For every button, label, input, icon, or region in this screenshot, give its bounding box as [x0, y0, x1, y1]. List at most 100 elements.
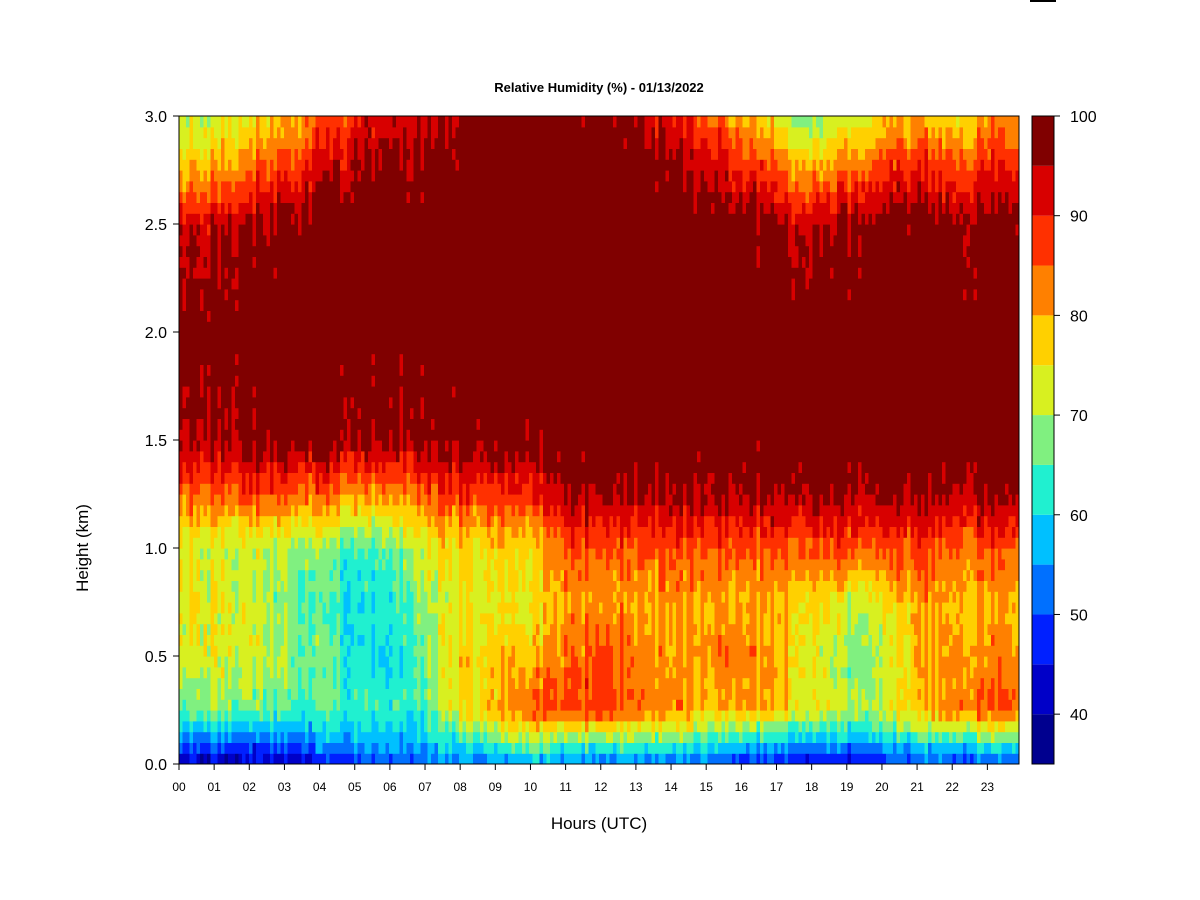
heatmap-cell: [347, 256, 352, 268]
heatmap-cell: [434, 677, 439, 689]
heatmap-cell: [406, 645, 411, 657]
heatmap-cell: [182, 245, 187, 257]
heatmap-cell: [445, 623, 450, 635]
heatmap-cell: [284, 537, 289, 549]
heatmap-cell: [312, 742, 317, 754]
heatmap-cell: [189, 386, 194, 398]
heatmap-cell: [207, 515, 212, 527]
heatmap-cell: [186, 299, 191, 311]
heatmap-cell: [403, 515, 408, 527]
heatmap-cell: [221, 720, 226, 733]
heatmap-cell: [385, 440, 390, 452]
heatmap-cell: [322, 245, 327, 257]
heatmap-cell: [259, 558, 264, 571]
heatmap-cell: [263, 234, 268, 247]
heatmap-cell: [452, 558, 457, 571]
heatmap-cell: [256, 116, 261, 128]
heatmap-cell: [368, 234, 373, 247]
heatmap-cell: [189, 656, 194, 668]
heatmap-cell: [242, 569, 247, 581]
heatmap-cell: [249, 288, 254, 301]
heatmap-cell: [294, 731, 299, 743]
heatmap-cell: [326, 602, 331, 614]
heatmap-cell: [305, 753, 310, 764]
heatmap-cell: [434, 191, 439, 203]
heatmap-cell: [196, 191, 201, 203]
heatmap-cell: [291, 159, 296, 171]
heatmap-cell: [280, 548, 285, 560]
heatmap-cell: [343, 526, 348, 538]
heatmap-cell: [221, 137, 226, 149]
heatmap-cell: [224, 537, 229, 549]
heatmap-cell: [273, 483, 278, 495]
heatmap-cell: [462, 407, 467, 419]
heatmap-cell: [280, 710, 285, 722]
heatmap-cell: [438, 429, 443, 441]
heatmap-cell: [298, 342, 303, 355]
heatmap-cell: [438, 558, 443, 571]
heatmap-cell: [462, 602, 467, 614]
heatmap-cell: [210, 591, 215, 603]
heatmap-cell: [245, 483, 250, 495]
heatmap-cell: [336, 267, 341, 279]
heatmap-cell: [203, 494, 208, 506]
heatmap-cell: [329, 159, 334, 171]
heatmap-cell: [210, 170, 215, 182]
heatmap-cell: [224, 137, 229, 149]
heatmap-cell: [333, 720, 338, 733]
heatmap-cell: [270, 634, 275, 646]
heatmap-cell: [389, 170, 394, 182]
heatmap-cell: [343, 126, 348, 139]
heatmap-cell: [273, 666, 278, 679]
heatmap-cell: [406, 634, 411, 646]
heatmap-cell: [249, 558, 254, 571]
heatmap-cell: [221, 612, 226, 625]
heatmap-cell: [389, 342, 394, 355]
heatmap-cell: [242, 720, 247, 733]
heatmap-cell: [399, 623, 404, 635]
heatmap-cell: [196, 148, 201, 160]
heatmap-cell: [235, 710, 240, 722]
heatmap-cell: [315, 148, 320, 160]
heatmap-cell: [459, 634, 464, 646]
heatmap-cell: [354, 256, 359, 268]
heatmap-cell: [263, 353, 268, 365]
heatmap-cell: [284, 375, 289, 387]
heatmap-cell: [238, 753, 243, 764]
heatmap-cell: [459, 569, 464, 581]
heatmap-cell: [340, 364, 345, 376]
heatmap-cell: [196, 731, 201, 743]
heatmap-cell: [308, 472, 313, 484]
heatmap-cell: [364, 288, 369, 301]
heatmap-cell: [287, 558, 292, 571]
heatmap-cell: [228, 710, 233, 722]
heatmap-cell: [284, 418, 289, 430]
heatmap-cell: [315, 396, 320, 409]
heatmap-cell: [228, 612, 233, 625]
heatmap-cell: [193, 288, 198, 301]
heatmap-cell: [434, 731, 439, 743]
heatmap-cell: [441, 656, 446, 668]
heatmap-cell: [252, 148, 257, 160]
heatmap-cell: [424, 450, 429, 463]
heatmap-cell: [256, 440, 261, 452]
heatmap-cell: [319, 537, 324, 549]
heatmap-cell: [214, 213, 219, 225]
heatmap-cell: [357, 321, 362, 333]
heatmap-cell: [256, 558, 261, 571]
heatmap-cell: [361, 591, 366, 603]
heatmap-cell: [424, 202, 429, 214]
heatmap-cell: [263, 526, 268, 538]
heatmap-cell: [207, 299, 212, 311]
heatmap-cell: [238, 386, 243, 398]
heatmap-cell: [308, 418, 313, 430]
heatmap-cell: [315, 375, 320, 387]
heatmap-cell: [445, 515, 450, 527]
heatmap-cell: [210, 299, 215, 311]
heatmap-cell: [413, 180, 418, 193]
heatmap-cell: [340, 256, 345, 268]
heatmap-cell: [277, 364, 282, 376]
heatmap-cell: [427, 656, 432, 668]
heatmap-cell: [238, 731, 243, 743]
heatmap-cell: [214, 267, 219, 279]
